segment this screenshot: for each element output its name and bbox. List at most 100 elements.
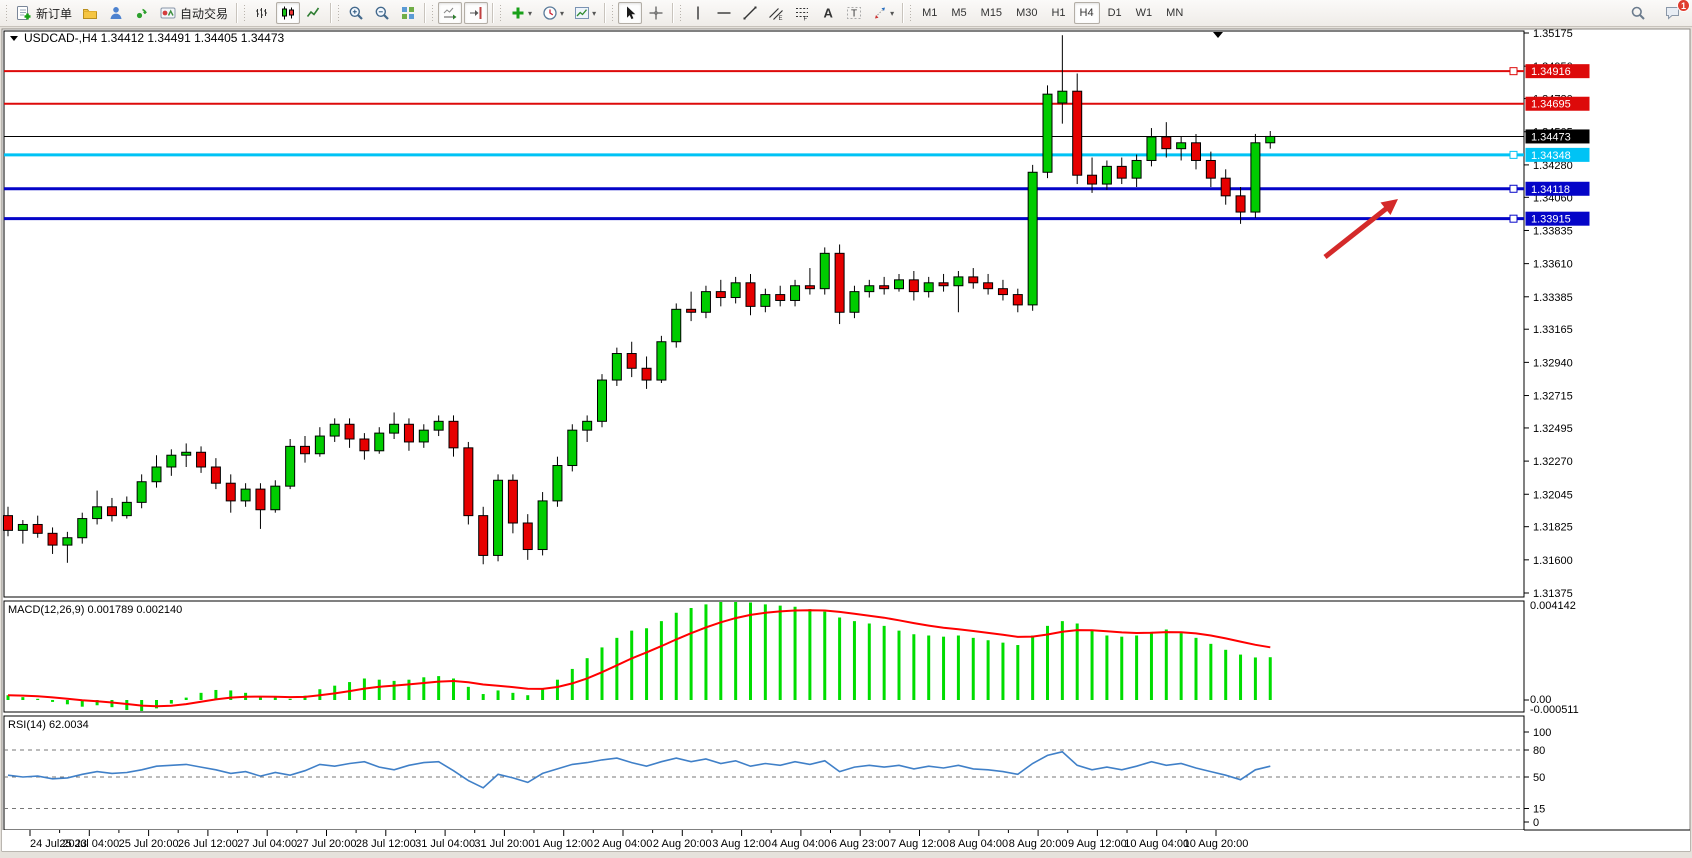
timeframe-h1-button[interactable]: H1 <box>1051 7 1066 19</box>
svg-text:3 Aug 12:00: 3 Aug 12:00 <box>712 838 771 850</box>
timeframe-d1-button[interactable]: D1 <box>1107 7 1122 19</box>
line-handle[interactable] <box>1509 214 1518 223</box>
auto-trading-button[interactable]: 自动交易 <box>156 2 232 24</box>
arrows-icon <box>875 7 886 19</box>
chart-svg[interactable]: 1.351751.349501.347301.345051.342801.340… <box>0 28 1692 853</box>
crosshair-button[interactable] <box>644 2 668 24</box>
crosshair-icon <box>649 6 663 20</box>
candlestick-chart-button[interactable] <box>276 2 301 24</box>
bar-chart-button[interactable] <box>250 2 274 24</box>
bull-candle <box>1131 159 1142 179</box>
periods-button[interactable]: ▾ <box>538 2 568 24</box>
search-button[interactable] <box>1626 2 1650 24</box>
chart-menu-icon[interactable] <box>10 36 18 41</box>
mql5-community-button[interactable] <box>104 2 128 24</box>
text-button[interactable]: A <box>816 2 840 24</box>
bear-candle <box>834 252 845 313</box>
bull-candle <box>1265 135 1276 144</box>
arrows-button[interactable]: ▾ <box>868 2 898 24</box>
timeframe-m30-button[interactable]: M30 <box>1016 7 1038 19</box>
svg-text:1.33385: 1.33385 <box>1533 292 1573 304</box>
bull-candle <box>1250 142 1261 213</box>
trendline-button[interactable] <box>738 2 762 24</box>
bear-candle <box>1087 174 1098 185</box>
bull-candle <box>790 285 801 301</box>
chart-shift-marker[interactable] <box>1213 32 1223 38</box>
svg-text:1.33915: 1.33915 <box>1531 214 1571 226</box>
svg-text:10 Aug 04:00: 10 Aug 04:00 <box>1124 838 1189 850</box>
arrow-annotation[interactable] <box>1323 199 1398 259</box>
bear-candle <box>1161 136 1172 150</box>
timeframe-m1-button[interactable]: M1 <box>922 7 938 19</box>
bull-candle <box>582 420 593 431</box>
cursor-button[interactable] <box>618 2 643 24</box>
chart-shift-button[interactable] <box>464 2 489 24</box>
bear-candle <box>1012 294 1023 306</box>
horizontal-line-button[interactable] <box>712 2 736 24</box>
line-handle[interactable] <box>1509 184 1518 193</box>
fibonacci-retracement-icon: F <box>796 8 809 21</box>
macd-label: MACD(12,26,9) 0.001789 0.002140 <box>8 604 182 616</box>
new-order-label: 新订单 <box>36 6 73 21</box>
timeframe-w1-button[interactable]: W1 <box>1135 7 1153 19</box>
templates-button[interactable]: ▾ <box>570 2 600 24</box>
toolbar-separator <box>424 3 426 23</box>
bull-candle <box>597 379 607 422</box>
svg-text:E: E <box>779 16 783 21</box>
chevron-down-icon[interactable]: ▾ <box>560 8 565 18</box>
bear-candle <box>3 515 13 531</box>
svg-text:100: 100 <box>1533 727 1551 739</box>
bull-candle <box>121 501 132 517</box>
bull-candle <box>760 294 771 307</box>
chevron-down-icon[interactable]: ▾ <box>890 8 895 18</box>
bull-candle <box>166 454 177 468</box>
zoom-in-button[interactable] <box>344 2 368 24</box>
indicators-button[interactable]: ▾ <box>506 2 536 24</box>
fibonacci-retracement-button[interactable]: F <box>790 2 814 24</box>
toolbar-separator <box>330 3 332 23</box>
candles-group <box>3 35 1276 565</box>
chart-window[interactable]: 1.351751.349501.347301.345051.342801.340… <box>0 28 1692 853</box>
horizontal-lines[interactable] <box>4 67 1524 223</box>
toolbar-separator <box>672 3 674 23</box>
tile-windows-button[interactable] <box>396 2 420 24</box>
text-label-button[interactable]: T <box>842 2 866 24</box>
timeframe-m5-button[interactable]: M5 <box>951 7 967 19</box>
signals-button[interactable] <box>130 2 154 24</box>
notifications-button[interactable]: 1 <box>1661 0 1690 24</box>
auto-trading-label: 自动交易 <box>180 6 229 21</box>
symbol-title: USDCAD-,H4 1.34412 1.34491 1.34405 1.344… <box>24 31 285 45</box>
bull-candle <box>389 423 400 434</box>
bull-candle <box>656 341 667 381</box>
profiles-button[interactable] <box>78 2 102 24</box>
bull-candle <box>849 291 860 313</box>
svg-text:1.31375: 1.31375 <box>1533 588 1573 600</box>
bear-candle <box>938 282 949 287</box>
chevron-down-icon[interactable]: ▾ <box>528 8 533 18</box>
bear-candle <box>1235 195 1246 213</box>
mql5-community-icon <box>110 7 122 19</box>
line-handle[interactable] <box>1509 150 1518 159</box>
timeframe-h4-button[interactable]: H4 <box>1073 2 1100 24</box>
chevron-down-icon[interactable]: ▾ <box>592 8 597 18</box>
timeframe-mn-button[interactable]: MN <box>1166 7 1184 19</box>
bull-candle <box>1176 142 1187 150</box>
svg-text:1.32940: 1.32940 <box>1533 357 1573 369</box>
svg-text:2 Aug 04:00: 2 Aug 04:00 <box>594 838 653 850</box>
svg-text:25 Jul 20:00: 25 Jul 20:00 <box>119 838 179 850</box>
vertical-line-button[interactable] <box>686 2 710 24</box>
bull-candle <box>923 282 934 293</box>
svg-text:6 Aug 23:00: 6 Aug 23:00 <box>831 838 890 850</box>
equidistant-channel-button[interactable]: E <box>764 2 788 24</box>
svg-text:4 Aug 04:00: 4 Aug 04:00 <box>772 838 831 850</box>
timeframe-m15-button[interactable]: M15 <box>980 7 1003 19</box>
bear-candle <box>1116 165 1127 179</box>
line-handle[interactable] <box>1509 67 1518 76</box>
auto-scroll-button[interactable] <box>438 2 463 24</box>
new-order-button[interactable]: 新订单 <box>12 2 76 24</box>
bull-candle <box>671 308 682 343</box>
zoom-out-button[interactable] <box>370 2 394 24</box>
bear-candle <box>804 285 815 290</box>
line-chart-button[interactable] <box>302 2 326 24</box>
